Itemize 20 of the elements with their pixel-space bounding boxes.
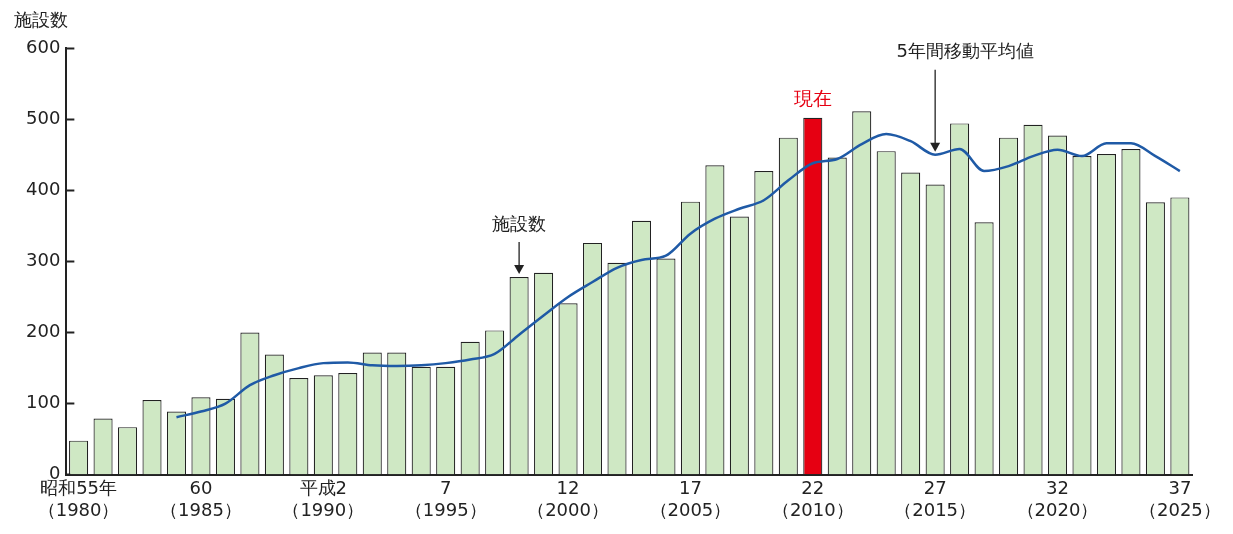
y-tick-label: 300	[26, 249, 61, 271]
x-tick-label: 32（2020）	[1016, 477, 1099, 520]
annotation: 現在	[793, 87, 832, 110]
y-axis-title: 施設数	[14, 8, 68, 30]
y-tick-label: 600	[26, 35, 61, 57]
text: 施設数	[492, 212, 547, 234]
x-tick-label: 7（1995）	[404, 477, 487, 520]
line-series	[175, 132, 1182, 419]
x-tick-label: 60（1985）	[160, 477, 242, 520]
y-tick-label: 200	[26, 320, 61, 342]
x-tick-label: 37（2025）	[1138, 477, 1221, 520]
x-tick-label: 27（2015）	[894, 477, 977, 520]
x-tick-label: 12（2000）	[527, 477, 609, 520]
y-tick-label: 100	[26, 391, 61, 413]
y-tick-label: 400	[26, 177, 61, 199]
x-tick-label: 17（2005）	[649, 477, 732, 520]
x-tick-label: 平成2（1990）	[282, 477, 365, 520]
text: 5年間移動平均値	[896, 40, 1034, 62]
y-tick-label: 500	[26, 106, 61, 128]
x-tick-label: 22（2010）	[771, 477, 854, 520]
